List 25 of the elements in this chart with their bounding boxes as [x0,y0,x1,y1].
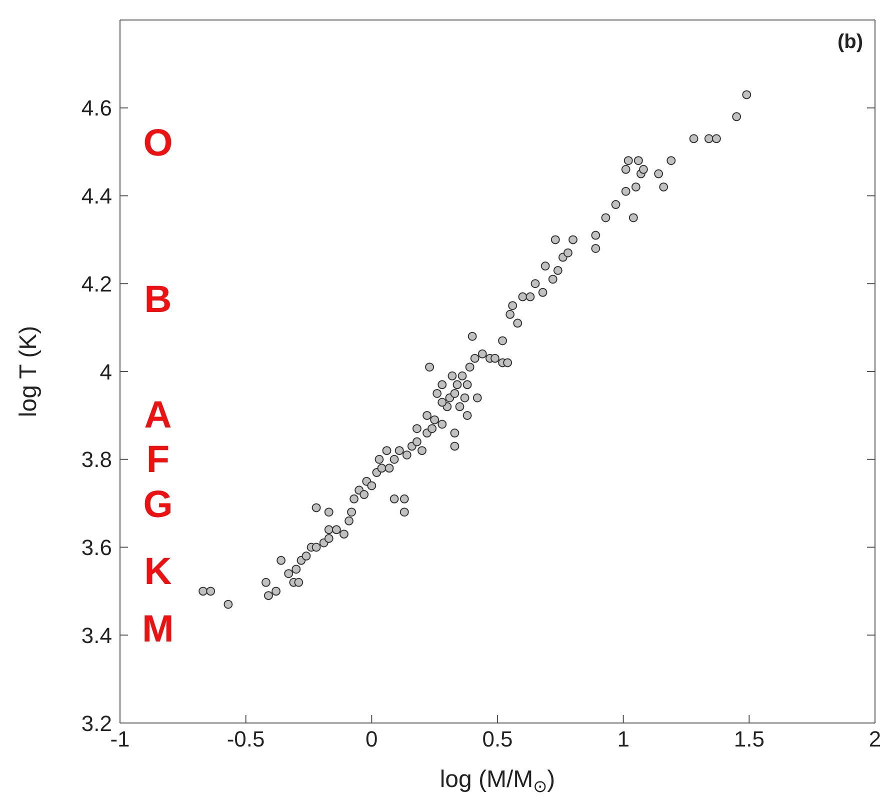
x-axis-title: log (M/M$_{⊙}$) [440,766,556,796]
x-tick-label: 1.5 [734,726,764,752]
annotation: F [146,439,170,482]
annotation: O [143,122,173,165]
annotation: K [144,550,172,593]
y-tick-label: 3.4 [81,622,112,648]
y-tick-label: 4.6 [81,96,112,121]
y-tick-label: 3.8 [81,447,112,472]
y-tick-label: 3.6 [81,535,112,560]
y-axis-title: log T (K) [15,326,42,418]
x-tick-label: 0.5 [482,726,513,752]
x-tick-label: -0.5 [226,726,265,752]
y-tick-label: 4 [100,359,112,384]
x-tick-label: 2 [868,726,882,752]
x-tick-label: 1 [617,726,630,752]
y-tick-label: 3.2 [81,710,112,736]
y-tick-label: 4.4 [81,184,112,209]
annotation: M [142,608,174,650]
annotation: B [144,278,172,321]
y-tick-label: 4.2 [81,271,112,296]
annotation: G [143,484,173,526]
x-tick-label: -1 [110,726,130,752]
annotation: (b) [837,31,863,53]
annotation: A [144,394,172,436]
x-tick-label: 0 [366,726,378,752]
